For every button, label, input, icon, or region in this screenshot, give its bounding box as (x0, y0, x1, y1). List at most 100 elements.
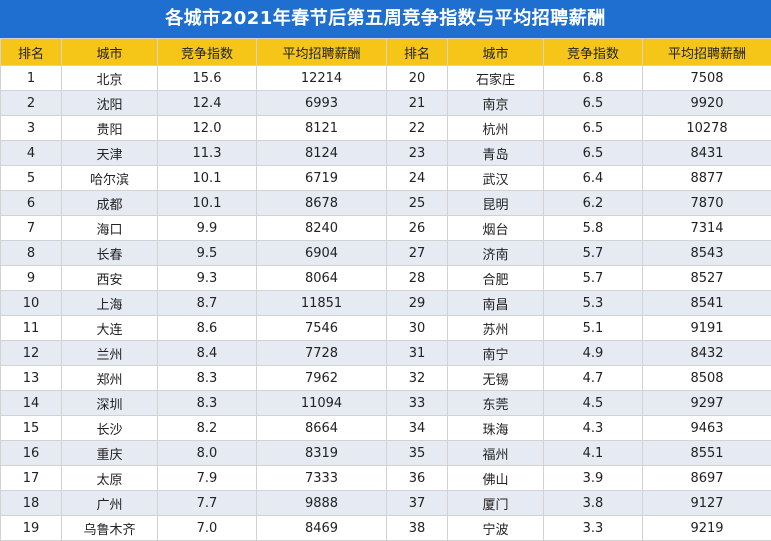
city-cell-2: 昆明 (447, 190, 544, 216)
avg-salary-cell-2: 8541 (642, 290, 771, 316)
avg-salary-cell-2: 8543 (642, 240, 771, 266)
avg-salary-cell-2: 8527 (642, 265, 771, 291)
city-cell-2: 杭州 (447, 115, 544, 141)
rank-cell-2: 30 (386, 315, 448, 341)
avg-salary-cell-2: 7314 (642, 215, 771, 241)
competition-index-cell: 12.4 (157, 90, 257, 116)
city-cell: 太原 (61, 465, 158, 491)
competition-index-cell: 7.0 (157, 515, 257, 541)
header-competition-index: 竞争指数 (157, 38, 257, 66)
competition-index-cell: 8.2 (157, 415, 257, 441)
competition-index-cell-2: 5.1 (543, 315, 643, 341)
city-cell: 北京 (61, 65, 158, 91)
avg-salary-cell-2: 8877 (642, 165, 771, 191)
avg-salary-cell-2: 9191 (642, 315, 771, 341)
table-row: 19 乌鲁木齐 7.0 8469 38 宁波 3.3 9219 (0, 515, 771, 541)
competition-index-cell-2: 4.3 (543, 415, 643, 441)
avg-salary-cell: 8678 (256, 190, 387, 216)
competition-index-cell: 10.1 (157, 165, 257, 191)
city-cell-2: 无锡 (447, 365, 544, 391)
ranking-table: 排名 城市 竞争指数 平均招聘薪酬 排名 城市 竞争指数 平均招聘薪酬 1 北京 1… (0, 38, 771, 541)
header-city-2: 城市 (447, 38, 544, 66)
rank-cell: 2 (0, 90, 62, 116)
competition-index-cell: 9.5 (157, 240, 257, 266)
avg-salary-cell-2: 7508 (642, 65, 771, 91)
rank-cell-2: 22 (386, 115, 448, 141)
city-cell: 沈阳 (61, 90, 158, 116)
avg-salary-cell: 7728 (256, 340, 387, 366)
city-cell-2: 青岛 (447, 140, 544, 166)
competition-index-cell-2: 3.3 (543, 515, 643, 541)
competition-index-cell-2: 3.8 (543, 490, 643, 516)
competition-index-cell-2: 6.2 (543, 190, 643, 216)
table-row: 9 西安 9.3 8064 28 合肥 5.7 8527 (0, 265, 771, 291)
header-rank: 排名 (0, 38, 62, 66)
avg-salary-cell-2: 8432 (642, 340, 771, 366)
table-row: 18 广州 7.7 9888 37 厦门 3.8 9127 (0, 490, 771, 516)
competition-index-cell: 7.9 (157, 465, 257, 491)
avg-salary-cell-2: 9297 (642, 390, 771, 416)
city-cell-2: 福州 (447, 440, 544, 466)
rank-cell: 17 (0, 465, 62, 491)
city-cell: 广州 (61, 490, 158, 516)
table-row: 15 长沙 8.2 8664 34 珠海 4.3 9463 (0, 415, 771, 441)
city-cell: 天津 (61, 140, 158, 166)
competition-index-cell-2: 6.5 (543, 140, 643, 166)
avg-salary-cell: 8124 (256, 140, 387, 166)
table-row: 10 上海 8.7 11851 29 南昌 5.3 8541 (0, 290, 771, 316)
city-cell-2: 珠海 (447, 415, 544, 441)
avg-salary-cell-2: 9920 (642, 90, 771, 116)
rank-cell-2: 29 (386, 290, 448, 316)
rank-cell-2: 36 (386, 465, 448, 491)
avg-salary-cell: 11851 (256, 290, 387, 316)
table-row: 4 天津 11.3 8124 23 青岛 6.5 8431 (0, 140, 771, 166)
table-row: 7 海口 9.9 8240 26 烟台 5.8 7314 (0, 215, 771, 241)
table-row: 3 贵阳 12.0 8121 22 杭州 6.5 10278 (0, 115, 771, 141)
city-cell-2: 济南 (447, 240, 544, 266)
competition-index-cell-2: 5.7 (543, 265, 643, 291)
rank-cell: 18 (0, 490, 62, 516)
avg-salary-cell: 8064 (256, 265, 387, 291)
rank-cell-2: 24 (386, 165, 448, 191)
avg-salary-cell: 8319 (256, 440, 387, 466)
city-cell: 海口 (61, 215, 158, 241)
avg-salary-cell: 8121 (256, 115, 387, 141)
city-cell: 大连 (61, 315, 158, 341)
avg-salary-cell-2: 8431 (642, 140, 771, 166)
table-row: 17 太原 7.9 7333 36 佛山 3.9 8697 (0, 465, 771, 491)
city-cell-2: 石家庄 (447, 65, 544, 91)
rank-cell: 10 (0, 290, 62, 316)
table-body: 1 北京 15.6 12214 20 石家庄 6.8 7508 2 沈阳 12.4 6993 21 南京 6… (0, 65, 771, 541)
table-row: 1 北京 15.6 12214 20 石家庄 6.8 7508 (0, 65, 771, 91)
avg-salary-cell: 7546 (256, 315, 387, 341)
city-cell-2: 佛山 (447, 465, 544, 491)
header-competition-index-2: 竞争指数 (543, 38, 643, 66)
header-city: 城市 (61, 38, 158, 66)
city-cell: 长沙 (61, 415, 158, 441)
competition-index-cell: 8.3 (157, 390, 257, 416)
table-row: 16 重庆 8.0 8319 35 福州 4.1 8551 (0, 440, 771, 466)
competition-index-cell-2: 6.4 (543, 165, 643, 191)
avg-salary-cell: 11094 (256, 390, 387, 416)
competition-index-cell-2: 5.3 (543, 290, 643, 316)
competition-index-cell: 10.1 (157, 190, 257, 216)
competition-index-cell-2: 6.5 (543, 115, 643, 141)
competition-index-cell-2: 3.9 (543, 465, 643, 491)
header-avg-salary-2: 平均招聘薪酬 (642, 38, 771, 66)
competition-index-cell-2: 6.5 (543, 90, 643, 116)
rank-cell-2: 34 (386, 415, 448, 441)
city-cell: 重庆 (61, 440, 158, 466)
city-cell: 郑州 (61, 365, 158, 391)
header-avg-salary: 平均招聘薪酬 (256, 38, 387, 66)
rank-cell: 15 (0, 415, 62, 441)
competition-index-cell-2: 4.9 (543, 340, 643, 366)
avg-salary-cell: 7962 (256, 365, 387, 391)
table-row: 11 大连 8.6 7546 30 苏州 5.1 9191 (0, 315, 771, 341)
rank-cell-2: 20 (386, 65, 448, 91)
rank-cell-2: 32 (386, 365, 448, 391)
city-cell-2: 合肥 (447, 265, 544, 291)
avg-salary-cell: 7333 (256, 465, 387, 491)
competition-index-cell: 15.6 (157, 65, 257, 91)
rank-cell: 5 (0, 165, 62, 191)
